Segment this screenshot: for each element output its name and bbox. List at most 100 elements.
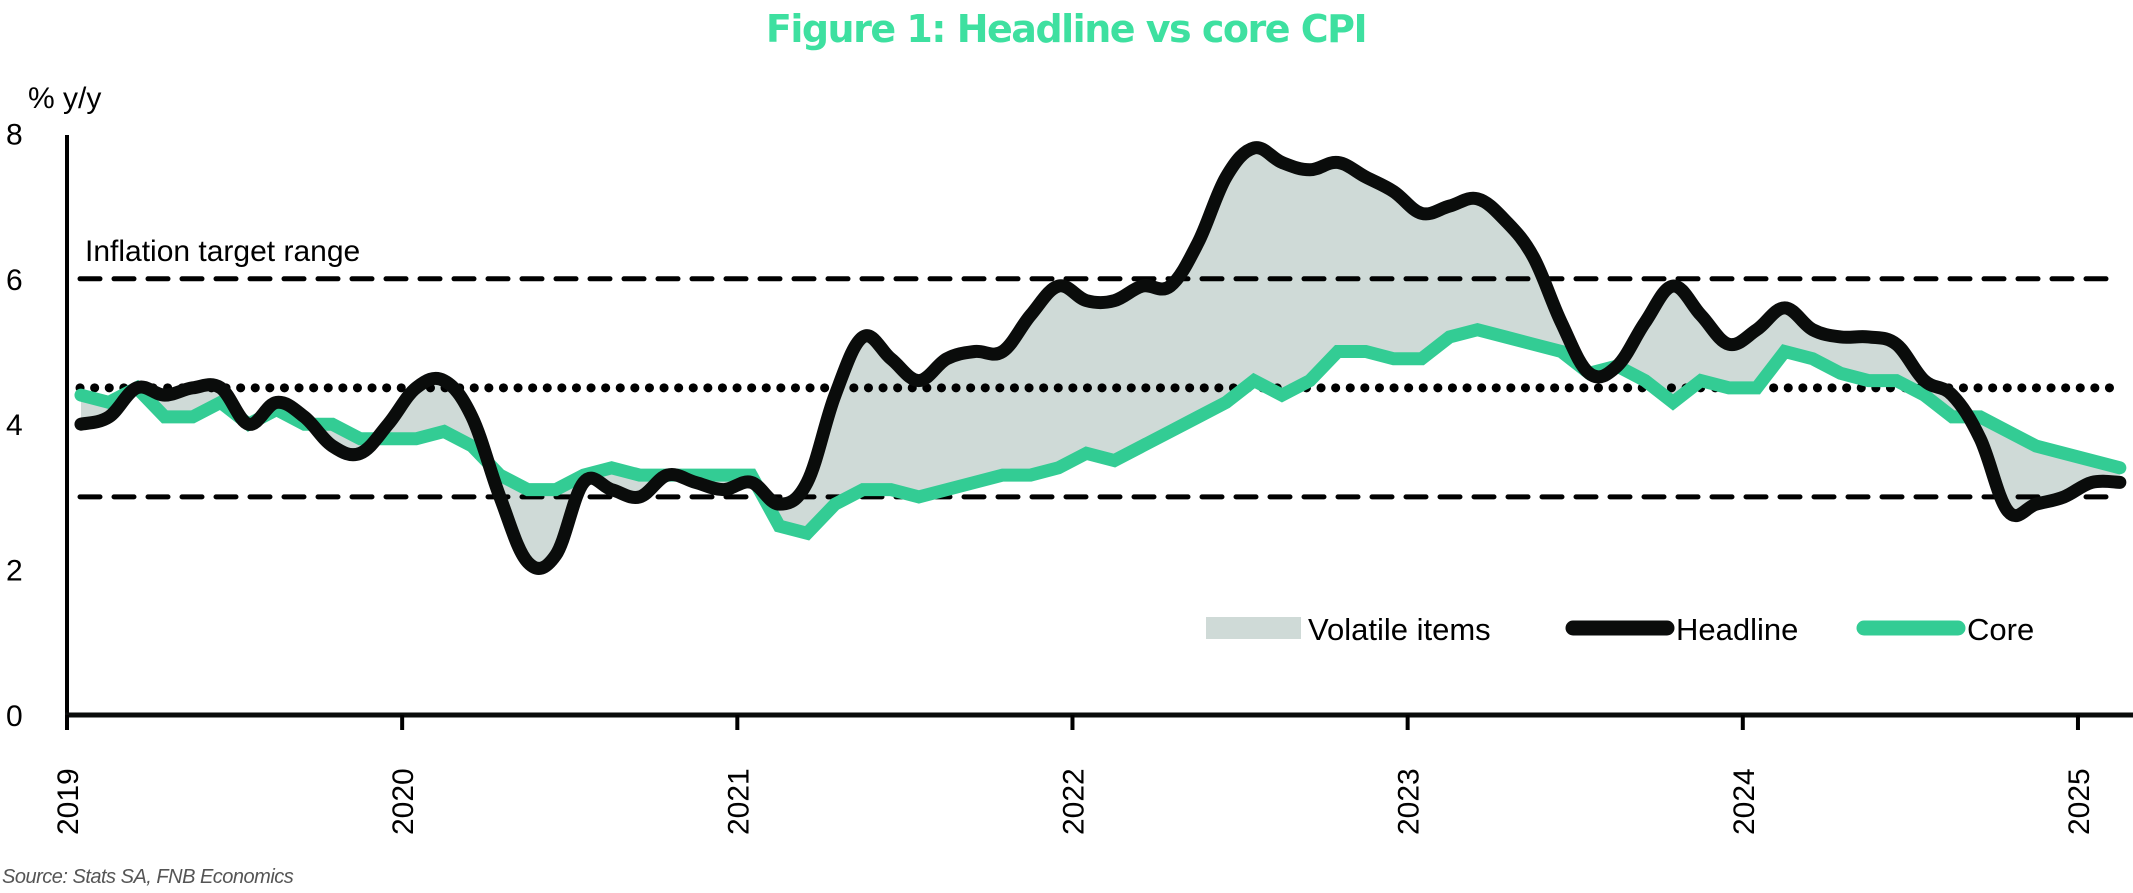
data-point-headline — [1392, 190, 1396, 194]
data-point-headline — [274, 400, 278, 404]
legend-label-core: Core — [1967, 612, 2034, 647]
data-point-headline — [833, 393, 837, 397]
data-point-headline — [107, 415, 111, 419]
data-point-headline — [1252, 146, 1256, 150]
data-point-headline — [526, 560, 530, 564]
data-point-core — [777, 524, 781, 528]
chart-title: Figure 1: Headline vs core CPI — [766, 7, 1366, 51]
data-point-headline — [1029, 313, 1033, 317]
series-line-headline — [74, 141, 2127, 575]
data-point-core — [386, 437, 390, 441]
data-point-core — [191, 415, 195, 419]
data-point-core — [582, 473, 586, 477]
data-point-headline — [1196, 240, 1200, 244]
data-point-headline — [2034, 502, 2038, 506]
data-point-headline — [1336, 160, 1340, 164]
data-point-headline — [1112, 299, 1116, 303]
data-point-core — [442, 429, 446, 433]
y-tick-label: 8 — [6, 118, 23, 151]
data-point-headline — [749, 480, 753, 484]
data-point-core — [1224, 400, 1228, 404]
series-line-core — [74, 322, 2127, 541]
data-point-headline — [2090, 480, 2094, 484]
data-point-headline — [1950, 393, 1954, 397]
data-point-core — [917, 495, 921, 499]
data-point-core — [861, 488, 865, 492]
data-point-core — [2062, 451, 2066, 455]
data-point-headline — [1448, 204, 1452, 208]
data-point-core — [163, 415, 167, 419]
data-point-headline — [1727, 342, 1731, 346]
data-point-core — [1364, 350, 1368, 354]
volatile-items-area-layer — [80, 147, 2120, 569]
data-point-core — [1978, 415, 1982, 419]
data-point-core — [1420, 357, 1424, 361]
data-point-core — [665, 473, 669, 477]
data-point-headline — [1140, 284, 1144, 288]
data-point-core — [889, 488, 893, 492]
data-point-headline — [1978, 437, 1982, 441]
data-point-core — [1811, 357, 1815, 361]
x-tick-label: 2023 — [1393, 768, 1426, 835]
data-point-core — [1894, 379, 1898, 383]
series-lines — [74, 141, 2127, 575]
data-point-headline — [1057, 284, 1061, 288]
data-point-core — [79, 393, 83, 397]
data-point-headline — [721, 488, 725, 492]
data-point-headline — [638, 495, 642, 499]
data-point-headline — [805, 480, 809, 484]
data-point-core — [749, 473, 753, 477]
data-point-headline — [330, 444, 334, 448]
x-tick-label: 2019 — [52, 768, 85, 835]
data-point-core — [1252, 379, 1256, 383]
data-point-headline — [1084, 299, 1088, 303]
data-point-core — [833, 502, 837, 506]
data-point-headline — [1168, 284, 1172, 288]
data-point-headline — [2062, 495, 2066, 499]
data-point-headline — [163, 393, 167, 397]
data-point-core — [1057, 466, 1061, 470]
y-tick-label: 2 — [6, 555, 23, 588]
x-tick-label: 2020 — [387, 768, 420, 835]
data-point-core — [693, 473, 697, 477]
data-point-core — [1615, 364, 1619, 368]
data-point-headline — [386, 422, 390, 426]
data-point-core — [302, 422, 306, 426]
y-tick-labels: 0 2 4 6 8 — [6, 118, 23, 733]
data-point-core — [638, 473, 642, 477]
data-point-core — [1280, 393, 1284, 397]
data-point-core — [1922, 393, 1926, 397]
source-note: Source: Stats SA, FNB Economics — [2, 866, 294, 888]
data-point-headline — [582, 480, 586, 484]
data-point-headline — [1922, 379, 1926, 383]
data-point-core — [330, 422, 334, 426]
data-point-core — [805, 531, 809, 535]
data-point-core — [721, 473, 725, 477]
y-axis-label: % y/y — [28, 82, 101, 115]
y-tick-label: 4 — [6, 409, 23, 442]
data-point-headline — [610, 488, 614, 492]
data-point-core — [1699, 379, 1703, 383]
data-point-core — [1950, 415, 1954, 419]
data-point-core — [1783, 350, 1787, 354]
data-point-core — [1168, 429, 1172, 433]
data-point-core — [2118, 466, 2122, 470]
x-tick-label: 2022 — [1057, 768, 1090, 835]
x-tick-label: 2024 — [1728, 768, 1761, 835]
data-point-headline — [1866, 335, 1870, 339]
data-point-core — [2034, 444, 2038, 448]
data-point-headline — [498, 495, 502, 499]
target-range-annotation: Inflation target range — [85, 235, 360, 268]
data-point-headline — [777, 502, 781, 506]
data-point-core — [945, 488, 949, 492]
data-point-headline — [2118, 480, 2122, 484]
data-point-core — [470, 444, 474, 448]
data-point-core — [973, 480, 977, 484]
data-point-core — [1643, 379, 1647, 383]
data-point-headline — [1364, 175, 1368, 179]
data-point-core — [1084, 451, 1088, 455]
data-point-core — [1140, 444, 1144, 448]
data-point-headline — [1643, 320, 1647, 324]
data-point-core — [2090, 459, 2094, 463]
